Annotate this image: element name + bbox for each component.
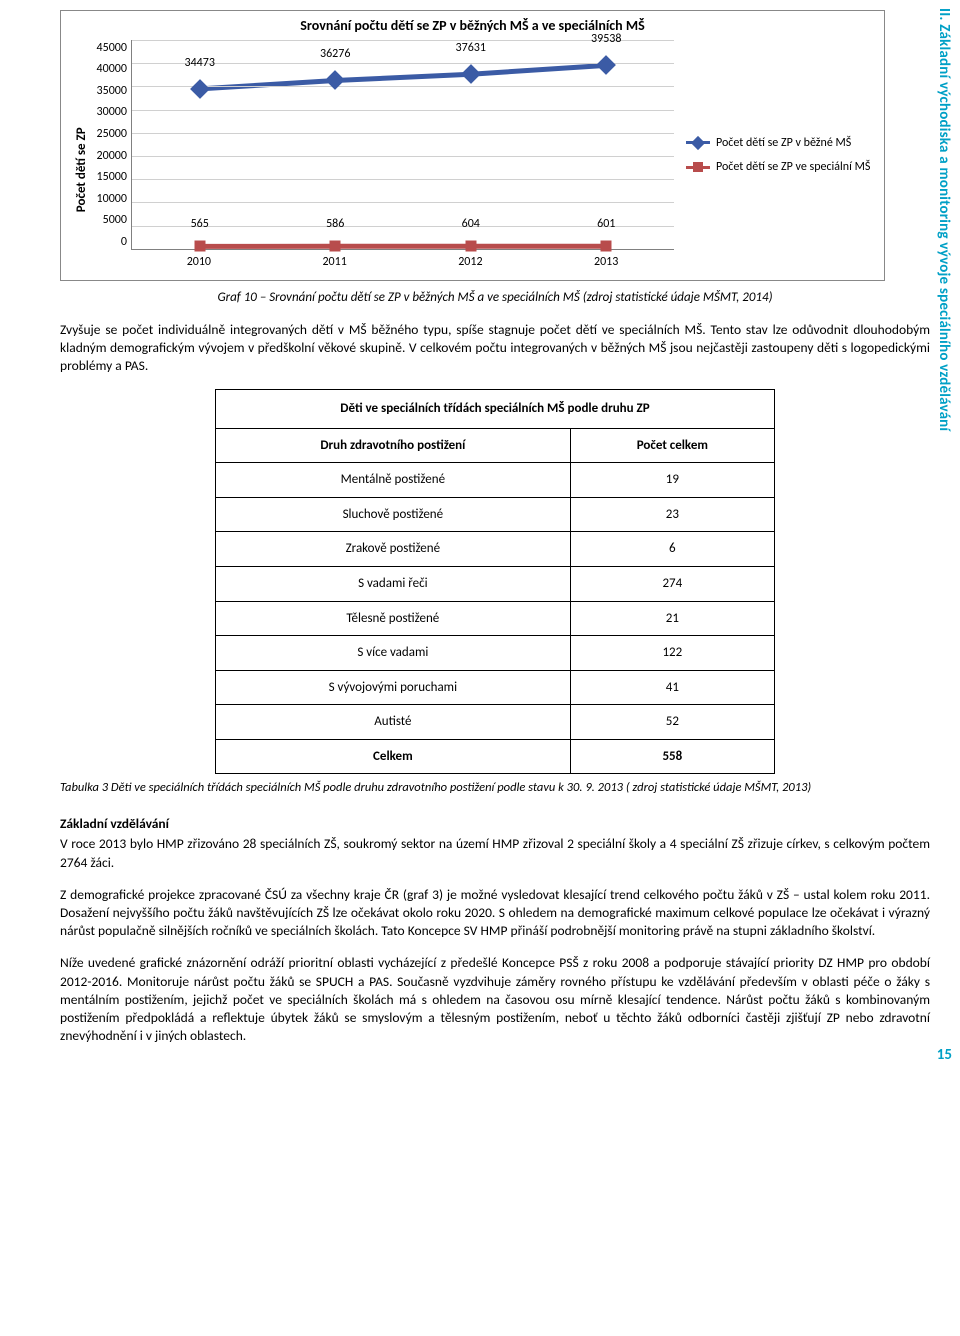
table-cell-value: 23 [570,497,774,532]
y-tick-label: 10000 [97,191,127,207]
legend-label: Počet dětí se ZP v běžné MŠ [716,135,851,151]
table-row: S více vadami122 [216,636,775,671]
chart-plot-area: 34473362763763139538565586604601 [131,40,674,250]
table-column-header: Počet celkem [570,428,774,463]
table-column-header: Druh zdravotního postižení [216,428,571,463]
chart-data-label: 39538 [591,31,621,47]
chart-marker [465,241,476,252]
chart-marker [194,241,205,252]
chart-lines [132,40,674,249]
data-table: Děti ve speciálních třídách speciálních … [215,389,775,774]
x-tick-label: 2013 [538,254,674,270]
x-axis-ticks: 2010201120122013 [131,254,674,270]
table-cell-label: S vývojovými poruchami [216,670,571,705]
table-cell-value: 41 [570,670,774,705]
chart-title: Srovnání počtu dětí se ZP v běžných MŠ a… [71,17,874,36]
table-total-value: 558 [570,739,774,774]
y-axis-label: Počet dětí se ZP [71,40,93,270]
table-cell-value: 122 [570,636,774,671]
chart-data-label: 586 [326,216,344,232]
table-cell-label: S vadami řeči [216,567,571,602]
y-tick-label: 30000 [97,104,127,120]
table-cell-label: Mentálně postižené [216,463,571,498]
table-cell-label: Sluchově postižené [216,497,571,532]
table-cell-value: 52 [570,705,774,740]
table-row: S vadami řeči274 [216,567,775,602]
x-tick-label: 2010 [131,254,267,270]
table-row: S vývojovými poruchami41 [216,670,775,705]
table-cell-value: 274 [570,567,774,602]
legend-item: Počet dětí se ZP ve speciální MŠ [686,159,874,175]
chart-data-label: 565 [191,216,209,232]
page-number: 15 [937,1045,952,1065]
y-tick-label: 35000 [97,83,127,99]
table-cell-label: Zrakově postižené [216,532,571,567]
chart-container: Srovnání počtu dětí se ZP v běžných MŠ a… [60,10,885,281]
chart-data-label: 601 [597,216,615,232]
paragraph: Níže uvedené grafické znázornění odráží … [60,954,930,1045]
x-tick-label: 2011 [267,254,403,270]
table-title: Děti ve speciálních třídách speciálních … [216,390,775,429]
y-tick-label: 20000 [97,148,127,164]
table-row: Sluchově postižené23 [216,497,775,532]
chart-legend: Počet dětí se ZP v běžné MŠ Počet dětí se… [674,127,874,183]
legend-label: Počet dětí se ZP ve speciální MŠ [716,159,870,175]
section-heading: Základní vzdělávání [60,815,930,833]
chart-marker [601,241,612,252]
x-tick-label: 2012 [403,254,539,270]
chart-marker [330,241,341,252]
y-axis-ticks: 45000 40000 35000 30000 25000 20000 15000 10000… [93,40,131,268]
table-cell-label: S více vadami [216,636,571,671]
table-total-label: Celkem [216,739,571,774]
table-row: Tělesně postižené21 [216,601,775,636]
table-cell-label: Tělesně postižené [216,601,571,636]
paragraph: Z demografické projekce zpracované ČSÚ z… [60,886,930,941]
table-row: Mentálně postižené19 [216,463,775,498]
table-cell-value: 21 [570,601,774,636]
chart-data-label: 604 [462,216,480,232]
chart-caption: Graf 10 – Srovnání počtu dětí se ZP v bě… [60,289,930,307]
chart-data-label: 36276 [320,46,350,62]
y-tick-label: 5000 [97,212,127,228]
legend-item: Počet dětí se ZP v běžné MŠ [686,135,874,151]
table-row: Zrakově postižené6 [216,532,775,567]
table-cell-value: 19 [570,463,774,498]
chart-data-label: 34473 [185,55,215,71]
y-tick-label: 25000 [97,126,127,142]
y-tick-label: 15000 [97,169,127,185]
chart-data-label: 37631 [456,40,486,56]
y-tick-label: 40000 [97,61,127,77]
paragraph: Zvyšuje se počet individuálně integrovan… [60,321,930,376]
y-tick-label: 0 [97,234,127,250]
side-section-label: II. Základní východiska a monitoring výv… [934,8,954,431]
paragraph: V roce 2013 bylo HMP zřizováno 28 speciá… [60,835,930,871]
table-caption: Tabulka 3 Děti ve speciálních třídách sp… [60,780,930,797]
table-cell-value: 6 [570,532,774,567]
table-row: Autisté52 [216,705,775,740]
y-tick-label: 45000 [97,40,127,56]
table-cell-label: Autisté [216,705,571,740]
